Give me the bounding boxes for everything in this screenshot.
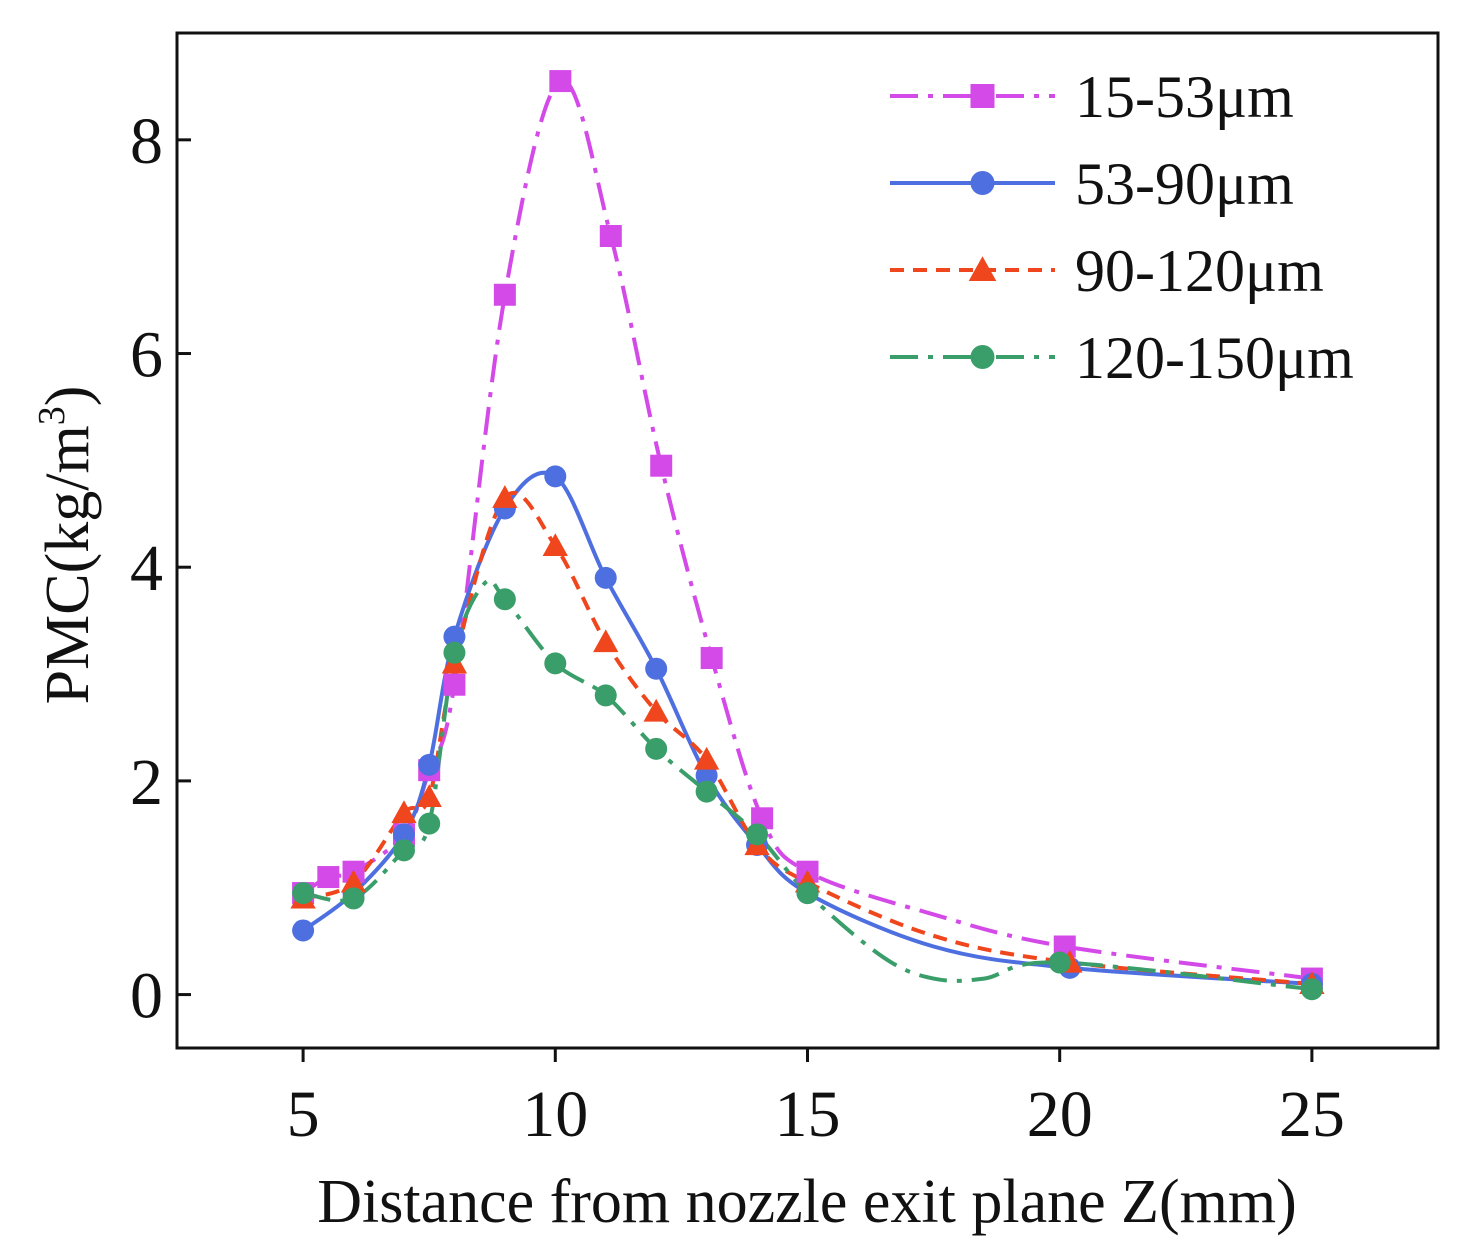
y-tick-label: 4 <box>130 532 163 605</box>
y-axis-title-main: PMC(kg/m <box>34 425 102 704</box>
data-point-series-3-4 <box>416 784 442 808</box>
y-tick-label: 8 <box>130 105 163 178</box>
legend-marker-4 <box>970 345 995 369</box>
y-axis-title-close: ) <box>34 386 102 407</box>
data-point-series-4-6 <box>493 588 516 611</box>
data-point-series-4-8 <box>594 684 617 707</box>
x-tick-label: 20 <box>1027 1078 1093 1151</box>
data-point-series-4-13 <box>1048 951 1071 974</box>
legend-marker-1 <box>970 84 995 108</box>
data-point-series-2-5 <box>443 625 466 648</box>
data-point-series-2-7 <box>544 465 567 488</box>
data-point-series-4-12 <box>796 882 819 905</box>
data-point-series-4-9 <box>645 737 668 760</box>
legend-label-4: 120-150μm <box>1075 325 1354 391</box>
x-tick-label: 25 <box>1279 1078 1345 1151</box>
x-tick-label: 5 <box>287 1078 320 1151</box>
data-point-series-3-9 <box>643 698 669 722</box>
data-point-series-2-4 <box>418 753 441 776</box>
series-line-3 <box>302 490 1313 986</box>
y-tick-label: 2 <box>130 746 163 819</box>
data-point-series-1-8 <box>549 70 572 93</box>
x-axis-ticks: 5 10 15 20 25 <box>287 1048 1345 1151</box>
series-markers <box>290 70 1325 1001</box>
data-point-series-1-10 <box>650 454 673 477</box>
data-point-series-3-3 <box>391 800 417 824</box>
data-point-series-4-7 <box>544 652 567 675</box>
y-axis-title-superscript: 3 <box>31 406 73 425</box>
data-point-series-2-3 <box>392 823 415 846</box>
data-point-series-2-10 <box>695 764 718 787</box>
data-point-series-1-2 <box>317 866 340 889</box>
data-point-series-4-11 <box>746 823 769 846</box>
data-point-series-4-10 <box>695 780 718 803</box>
x-tick-label: 10 <box>522 1078 588 1151</box>
data-point-series-3-7 <box>542 533 568 556</box>
data-point-series-4-5 <box>443 641 466 664</box>
legend-label-3: 90-120μm <box>1075 238 1324 304</box>
data-point-series-4-4 <box>418 812 441 835</box>
legend: 15-53μm 53-90μm 90-120μm 120-150μm <box>890 64 1354 391</box>
legend-marker-3 <box>968 256 997 282</box>
legend-label-2: 53-90μm <box>1075 151 1294 217</box>
x-axis-title: Distance from nozzle exit plane Z(mm) <box>317 1168 1297 1236</box>
data-point-series-4-14 <box>1300 978 1323 1001</box>
legend-marker-2 <box>970 171 995 195</box>
series-line-1 <box>301 78 1313 981</box>
y-axis-ticks: 0 2 4 6 8 <box>130 105 191 1033</box>
y-tick-label: 6 <box>130 319 163 392</box>
data-point-series-4-1 <box>292 882 315 905</box>
data-point-series-3-8 <box>593 629 619 653</box>
data-point-series-3-10 <box>693 746 720 770</box>
series-line-2 <box>301 470 1313 986</box>
data-point-series-1-7 <box>493 283 516 306</box>
data-point-series-4-2 <box>342 887 365 910</box>
data-point-series-1-11 <box>700 647 723 670</box>
data-point-series-2-9 <box>645 657 668 680</box>
data-point-series-4-3 <box>392 839 415 862</box>
data-point-series-2-8 <box>594 566 617 589</box>
y-axis-title: PMC(kg/m3) <box>31 386 102 705</box>
data-point-series-1-9 <box>599 225 622 247</box>
data-point-series-3-2 <box>340 869 367 893</box>
data-point-series-3-6 <box>492 485 518 508</box>
data-point-series-2-1 <box>292 919 315 942</box>
legend-label-1: 15-53μm <box>1075 64 1294 130</box>
y-tick-label: 0 <box>130 960 163 1033</box>
data-point-series-1-6 <box>443 673 466 696</box>
x-tick-label: 15 <box>775 1078 841 1151</box>
